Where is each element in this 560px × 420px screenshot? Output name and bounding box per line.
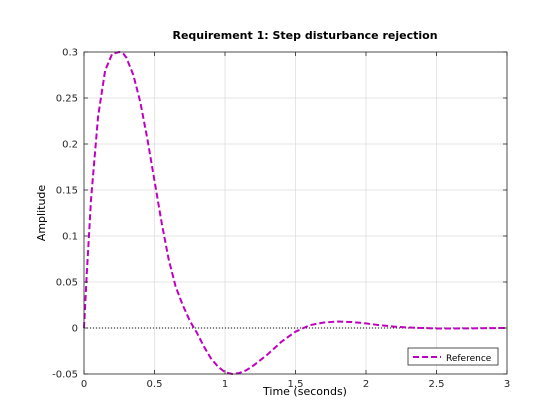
y-tick-label: 0	[72, 324, 78, 335]
x-tick-label: 0.5	[147, 379, 163, 390]
legend-box	[407, 347, 499, 366]
legend: Reference	[407, 347, 499, 366]
y-tick-label: 0.3	[62, 48, 78, 59]
y-tick-label: 0.05	[56, 278, 78, 289]
y-tick-label: -0.05	[52, 370, 78, 381]
y-tick-label: 0.1	[62, 232, 78, 243]
x-tick-label: 2	[363, 379, 369, 390]
x-tick-label: 1.5	[288, 379, 304, 390]
y-axis-label: Amplitude	[35, 185, 48, 242]
series-layer	[83, 51, 508, 375]
x-axis-label: Time (seconds)	[262, 385, 347, 398]
ticks	[83, 51, 508, 375]
x-tick-label: 0	[81, 379, 87, 390]
y-tick-label: 0.25	[56, 94, 78, 105]
x-tick-label: 3	[504, 379, 510, 390]
y-tick-label: 0.15	[56, 186, 78, 197]
x-tick-label: 1	[222, 379, 228, 390]
series-line-reference	[83, 51, 508, 375]
legend-label: Reference	[446, 354, 492, 364]
x-tick-label: 2.5	[429, 379, 445, 390]
chart-title: Requirement 1: Step disturbance rejectio…	[172, 29, 437, 42]
y-tick-label: 0.2	[62, 140, 78, 151]
